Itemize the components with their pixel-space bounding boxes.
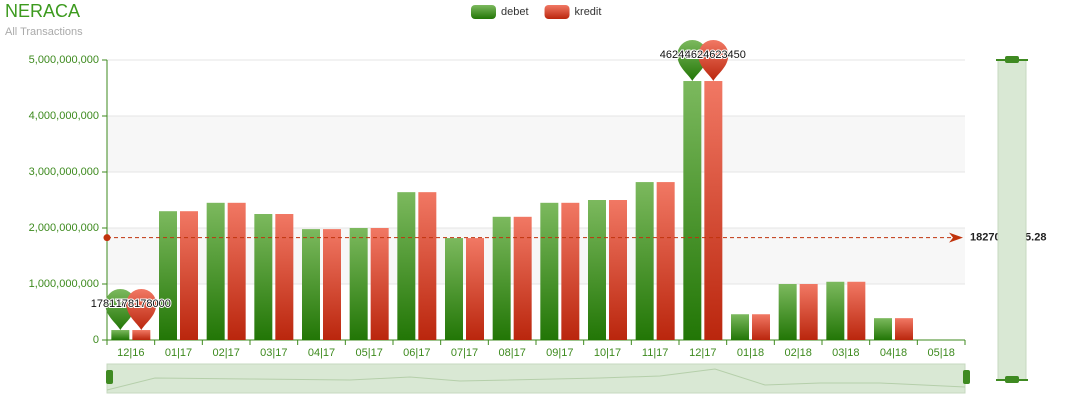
mark-point [698, 40, 729, 82]
x-tick-label: 08|17 [499, 347, 526, 359]
chart-subtitle: All Transactions [5, 26, 83, 38]
x-tick-label: 01|17 [165, 347, 192, 359]
y-tick-label: 2,000,000,000 [29, 222, 99, 234]
bar [752, 314, 770, 340]
x-tick-label: 05|17 [356, 347, 383, 359]
bar [656, 182, 675, 340]
data-zoom-x[interactable] [106, 363, 970, 394]
grid: 0 1,000,000,000 2,000,000,000 3,000,000,000… [29, 54, 966, 359]
overlay: 1827055805.28462462345046246234501781780… [90, 40, 1046, 331]
bar [349, 228, 368, 340]
mark-point-label: 4624623450 [685, 49, 746, 61]
x-tick-label: 01|18 [737, 347, 764, 359]
bar [874, 318, 892, 340]
x-tick-label: 02|17 [213, 347, 240, 359]
x-tick-label: 07|17 [451, 347, 478, 359]
bar [895, 318, 913, 340]
bar [254, 214, 273, 340]
bar [370, 228, 389, 340]
zoom-handle[interactable] [1005, 56, 1019, 63]
y-tick-label: 3,000,000,000 [29, 166, 99, 178]
mark-point-label: 178178000 [116, 298, 171, 310]
legend-swatch [471, 5, 496, 19]
chart-title: NERACA [5, 1, 80, 21]
bar [847, 281, 866, 340]
y-tick-label: 4,000,000,000 [29, 110, 99, 122]
bar [826, 281, 845, 340]
x-tick-label: 09|17 [546, 347, 573, 359]
bar [778, 284, 797, 340]
bar [275, 214, 294, 340]
x-tick-label: 12|17 [689, 347, 716, 359]
split-area [107, 116, 965, 172]
x-tick-label: 04|18 [880, 347, 907, 359]
x-tick-label: 02|18 [785, 347, 812, 359]
bar [111, 330, 130, 340]
bar [227, 202, 246, 340]
x-tick-label: 06|17 [403, 347, 430, 359]
bar [799, 284, 818, 340]
x-tick-label: 03|18 [832, 347, 859, 359]
bar [302, 229, 320, 340]
bar [180, 211, 198, 340]
legend-label: kredit [575, 6, 602, 18]
bar [683, 81, 702, 340]
bar [445, 238, 463, 340]
legend-swatch [544, 5, 570, 19]
split-area [107, 172, 965, 228]
x-tick-label: 12|16 [117, 347, 144, 359]
bar [397, 192, 416, 340]
bar [418, 192, 437, 340]
zoom-handle[interactable] [106, 370, 113, 384]
bar [466, 238, 484, 340]
bar [492, 216, 511, 340]
bar [704, 81, 723, 340]
zoom-track[interactable] [997, 59, 1027, 381]
bar [159, 211, 177, 340]
bar [731, 314, 749, 340]
bar [609, 200, 627, 340]
legend: debet kredit [471, 5, 601, 19]
x-tick-label: 05|18 [928, 347, 955, 359]
bar [513, 216, 532, 340]
bars [111, 81, 913, 340]
zoom-handle[interactable] [1005, 376, 1019, 383]
data-zoom-y[interactable] [996, 56, 1028, 383]
average-arrow [949, 232, 963, 243]
x-tick-label: 10|17 [594, 347, 621, 359]
y-tick-label: 0 [93, 334, 99, 346]
split-area [107, 60, 965, 116]
y-tick-label: 1,000,000,000 [29, 278, 99, 290]
bar [561, 202, 580, 340]
bar [635, 182, 654, 340]
bar [206, 202, 225, 340]
bar [540, 202, 559, 340]
y-tick-label: 5,000,000,000 [29, 54, 99, 66]
bar [132, 330, 151, 340]
x-tick-label: 03|17 [260, 347, 287, 359]
bar [323, 229, 341, 340]
split-area [107, 284, 965, 340]
bar [588, 200, 606, 340]
mark-point [126, 289, 157, 331]
x-tick-label: 04|17 [308, 347, 335, 359]
x-tick-label: 11|17 [642, 347, 669, 359]
zoom-shadow [106, 368, 966, 391]
legend-label: debet [501, 6, 529, 18]
average-start [103, 234, 111, 242]
zoom-handle[interactable] [963, 370, 970, 384]
